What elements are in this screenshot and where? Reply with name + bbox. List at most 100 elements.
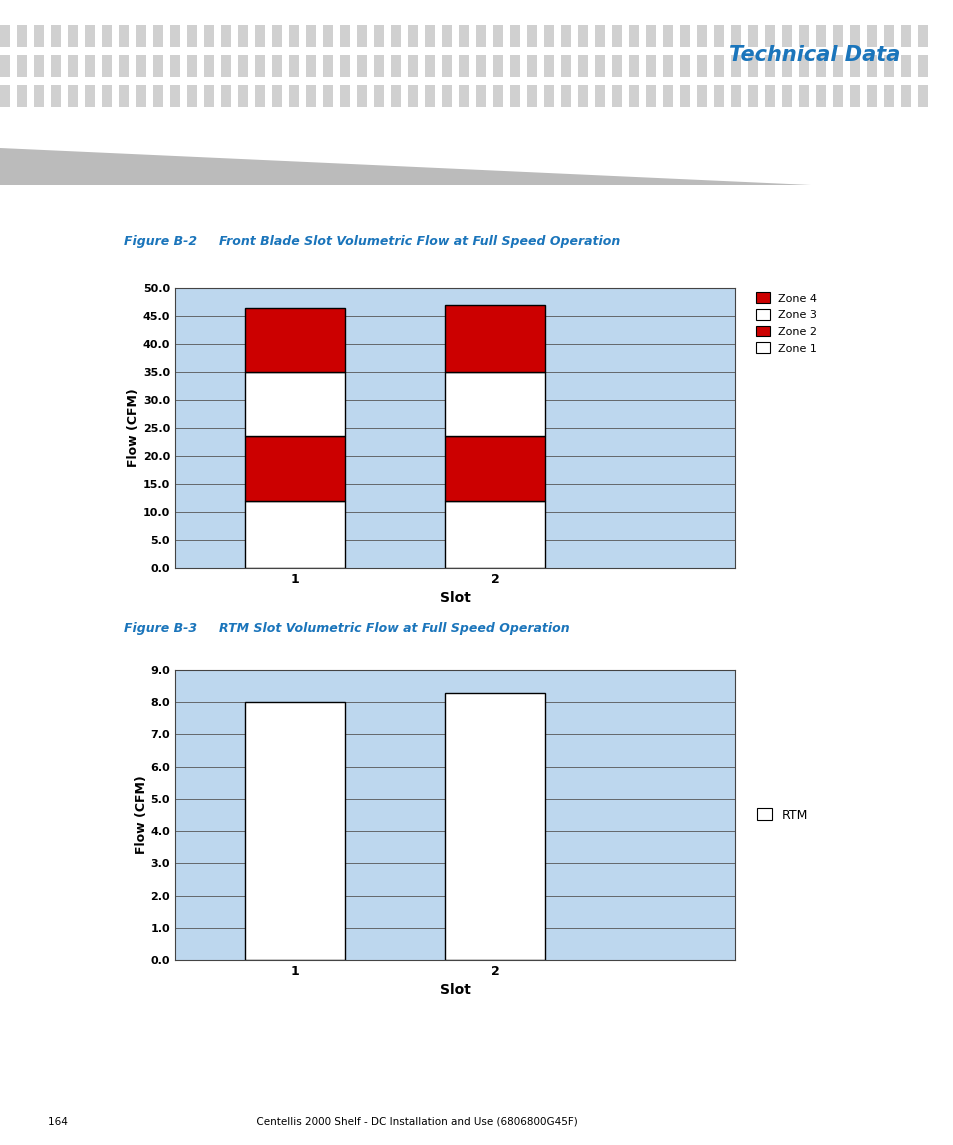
- Bar: [306, 55, 315, 77]
- Bar: [747, 85, 758, 106]
- Bar: [730, 25, 740, 47]
- Bar: [187, 55, 196, 77]
- Bar: [119, 25, 129, 47]
- Bar: [272, 55, 282, 77]
- Bar: [254, 85, 265, 106]
- Bar: [662, 55, 672, 77]
- Bar: [543, 85, 554, 106]
- Bar: [713, 25, 723, 47]
- Bar: [245, 500, 345, 568]
- Bar: [543, 55, 554, 77]
- Bar: [815, 85, 825, 106]
- Bar: [221, 55, 231, 77]
- Text: Figure B-2     Front Blade Slot Volumetric Flow at Full Speed Operation: Figure B-2 Front Blade Slot Volumetric F…: [124, 235, 619, 248]
- Bar: [102, 55, 112, 77]
- Bar: [170, 25, 180, 47]
- Bar: [458, 25, 469, 47]
- Bar: [645, 25, 656, 47]
- Bar: [578, 55, 587, 77]
- Bar: [917, 25, 927, 47]
- Bar: [510, 85, 519, 106]
- Bar: [476, 25, 485, 47]
- Bar: [374, 85, 384, 106]
- Bar: [374, 55, 384, 77]
- Bar: [34, 25, 44, 47]
- Bar: [849, 85, 859, 106]
- Bar: [102, 85, 112, 106]
- Bar: [832, 55, 842, 77]
- Bar: [713, 85, 723, 106]
- Bar: [272, 25, 282, 47]
- Bar: [493, 55, 502, 77]
- Bar: [444, 436, 544, 500]
- Bar: [578, 25, 587, 47]
- Bar: [221, 85, 231, 106]
- Bar: [781, 55, 791, 77]
- Bar: [245, 702, 345, 960]
- Bar: [339, 55, 350, 77]
- Bar: [0, 85, 10, 106]
- Legend: RTM: RTM: [751, 804, 812, 827]
- Bar: [51, 25, 61, 47]
- Bar: [560, 85, 571, 106]
- Bar: [560, 55, 571, 77]
- Bar: [526, 85, 537, 106]
- Text: Figure B-3     RTM Slot Volumetric Flow at Full Speed Operation: Figure B-3 RTM Slot Volumetric Flow at F…: [124, 622, 569, 635]
- Bar: [204, 55, 213, 77]
- Bar: [697, 85, 706, 106]
- Bar: [628, 85, 639, 106]
- Bar: [883, 25, 893, 47]
- Bar: [510, 25, 519, 47]
- Polygon shape: [0, 148, 953, 185]
- Bar: [204, 25, 213, 47]
- Bar: [272, 85, 282, 106]
- Bar: [645, 85, 656, 106]
- Bar: [493, 25, 502, 47]
- Bar: [832, 25, 842, 47]
- Bar: [68, 25, 78, 47]
- Bar: [444, 372, 544, 436]
- Bar: [374, 25, 384, 47]
- Text: 164                                                          Centellis 2000 Shel: 164 Centellis 2000 Shel: [48, 1116, 577, 1127]
- Bar: [917, 55, 927, 77]
- Bar: [662, 85, 672, 106]
- Bar: [245, 308, 345, 372]
- Bar: [815, 55, 825, 77]
- Bar: [424, 25, 435, 47]
- Bar: [679, 85, 689, 106]
- Bar: [237, 25, 248, 47]
- Bar: [730, 85, 740, 106]
- Bar: [493, 85, 502, 106]
- Bar: [444, 305, 544, 372]
- Bar: [444, 500, 544, 568]
- Bar: [832, 85, 842, 106]
- Bar: [424, 85, 435, 106]
- Bar: [408, 25, 417, 47]
- Bar: [595, 85, 604, 106]
- Bar: [408, 55, 417, 77]
- Bar: [697, 25, 706, 47]
- Bar: [764, 25, 774, 47]
- Bar: [458, 85, 469, 106]
- Bar: [323, 25, 333, 47]
- Bar: [595, 25, 604, 47]
- Bar: [306, 25, 315, 47]
- Bar: [85, 55, 95, 77]
- Bar: [444, 693, 544, 960]
- Bar: [204, 85, 213, 106]
- Bar: [289, 55, 298, 77]
- Bar: [883, 55, 893, 77]
- Bar: [170, 55, 180, 77]
- Bar: [781, 85, 791, 106]
- Bar: [815, 25, 825, 47]
- Bar: [747, 25, 758, 47]
- Legend: Zone 4, Zone 3, Zone 2, Zone 1: Zone 4, Zone 3, Zone 2, Zone 1: [751, 289, 821, 358]
- Bar: [68, 55, 78, 77]
- Bar: [900, 25, 910, 47]
- Bar: [152, 25, 163, 47]
- Bar: [323, 55, 333, 77]
- Y-axis label: Flow (CFM): Flow (CFM): [127, 388, 140, 467]
- Bar: [356, 25, 367, 47]
- Bar: [254, 55, 265, 77]
- Bar: [628, 25, 639, 47]
